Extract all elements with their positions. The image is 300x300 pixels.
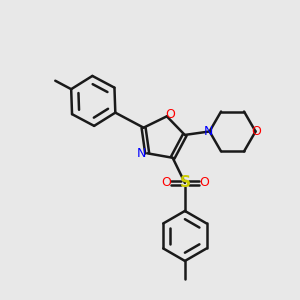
Text: O: O [252,125,262,138]
Text: O: O [161,176,171,189]
Text: N: N [204,125,213,138]
Text: O: O [199,176,209,189]
Text: S: S [179,176,191,190]
Text: N: N [136,147,146,160]
Text: O: O [165,108,175,121]
